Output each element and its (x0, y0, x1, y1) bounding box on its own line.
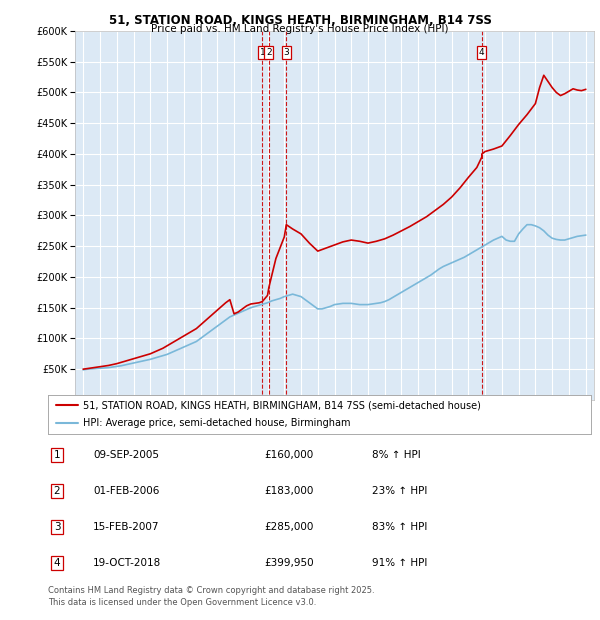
Text: £399,950: £399,950 (264, 558, 314, 568)
Text: 83% ↑ HPI: 83% ↑ HPI (372, 522, 427, 532)
Text: Price paid vs. HM Land Registry's House Price Index (HPI): Price paid vs. HM Land Registry's House … (151, 24, 449, 33)
Text: 4: 4 (53, 558, 61, 568)
Text: 1: 1 (53, 450, 61, 460)
Text: 15-FEB-2007: 15-FEB-2007 (93, 522, 160, 532)
Text: 51, STATION ROAD, KINGS HEATH, BIRMINGHAM, B14 7SS (semi-detached house): 51, STATION ROAD, KINGS HEATH, BIRMINGHA… (83, 401, 481, 410)
Text: 91% ↑ HPI: 91% ↑ HPI (372, 558, 427, 568)
Text: £285,000: £285,000 (264, 522, 313, 532)
Text: 2: 2 (53, 486, 61, 496)
Text: 8% ↑ HPI: 8% ↑ HPI (372, 450, 421, 460)
Text: 23% ↑ HPI: 23% ↑ HPI (372, 486, 427, 496)
Text: 51, STATION ROAD, KINGS HEATH, BIRMINGHAM, B14 7SS: 51, STATION ROAD, KINGS HEATH, BIRMINGHA… (109, 14, 491, 27)
Text: £183,000: £183,000 (264, 486, 313, 496)
Text: 3: 3 (53, 522, 61, 532)
Text: This data is licensed under the Open Government Licence v3.0.: This data is licensed under the Open Gov… (48, 598, 316, 608)
Text: 2: 2 (266, 48, 272, 57)
Text: 1: 1 (259, 48, 265, 57)
Text: 19-OCT-2018: 19-OCT-2018 (93, 558, 161, 568)
Text: HPI: Average price, semi-detached house, Birmingham: HPI: Average price, semi-detached house,… (83, 418, 351, 428)
Text: Contains HM Land Registry data © Crown copyright and database right 2025.: Contains HM Land Registry data © Crown c… (48, 586, 374, 595)
Text: 01-FEB-2006: 01-FEB-2006 (93, 486, 160, 496)
Text: 3: 3 (283, 48, 289, 57)
Text: 4: 4 (479, 48, 485, 57)
Text: 09-SEP-2005: 09-SEP-2005 (93, 450, 159, 460)
Text: £160,000: £160,000 (264, 450, 313, 460)
